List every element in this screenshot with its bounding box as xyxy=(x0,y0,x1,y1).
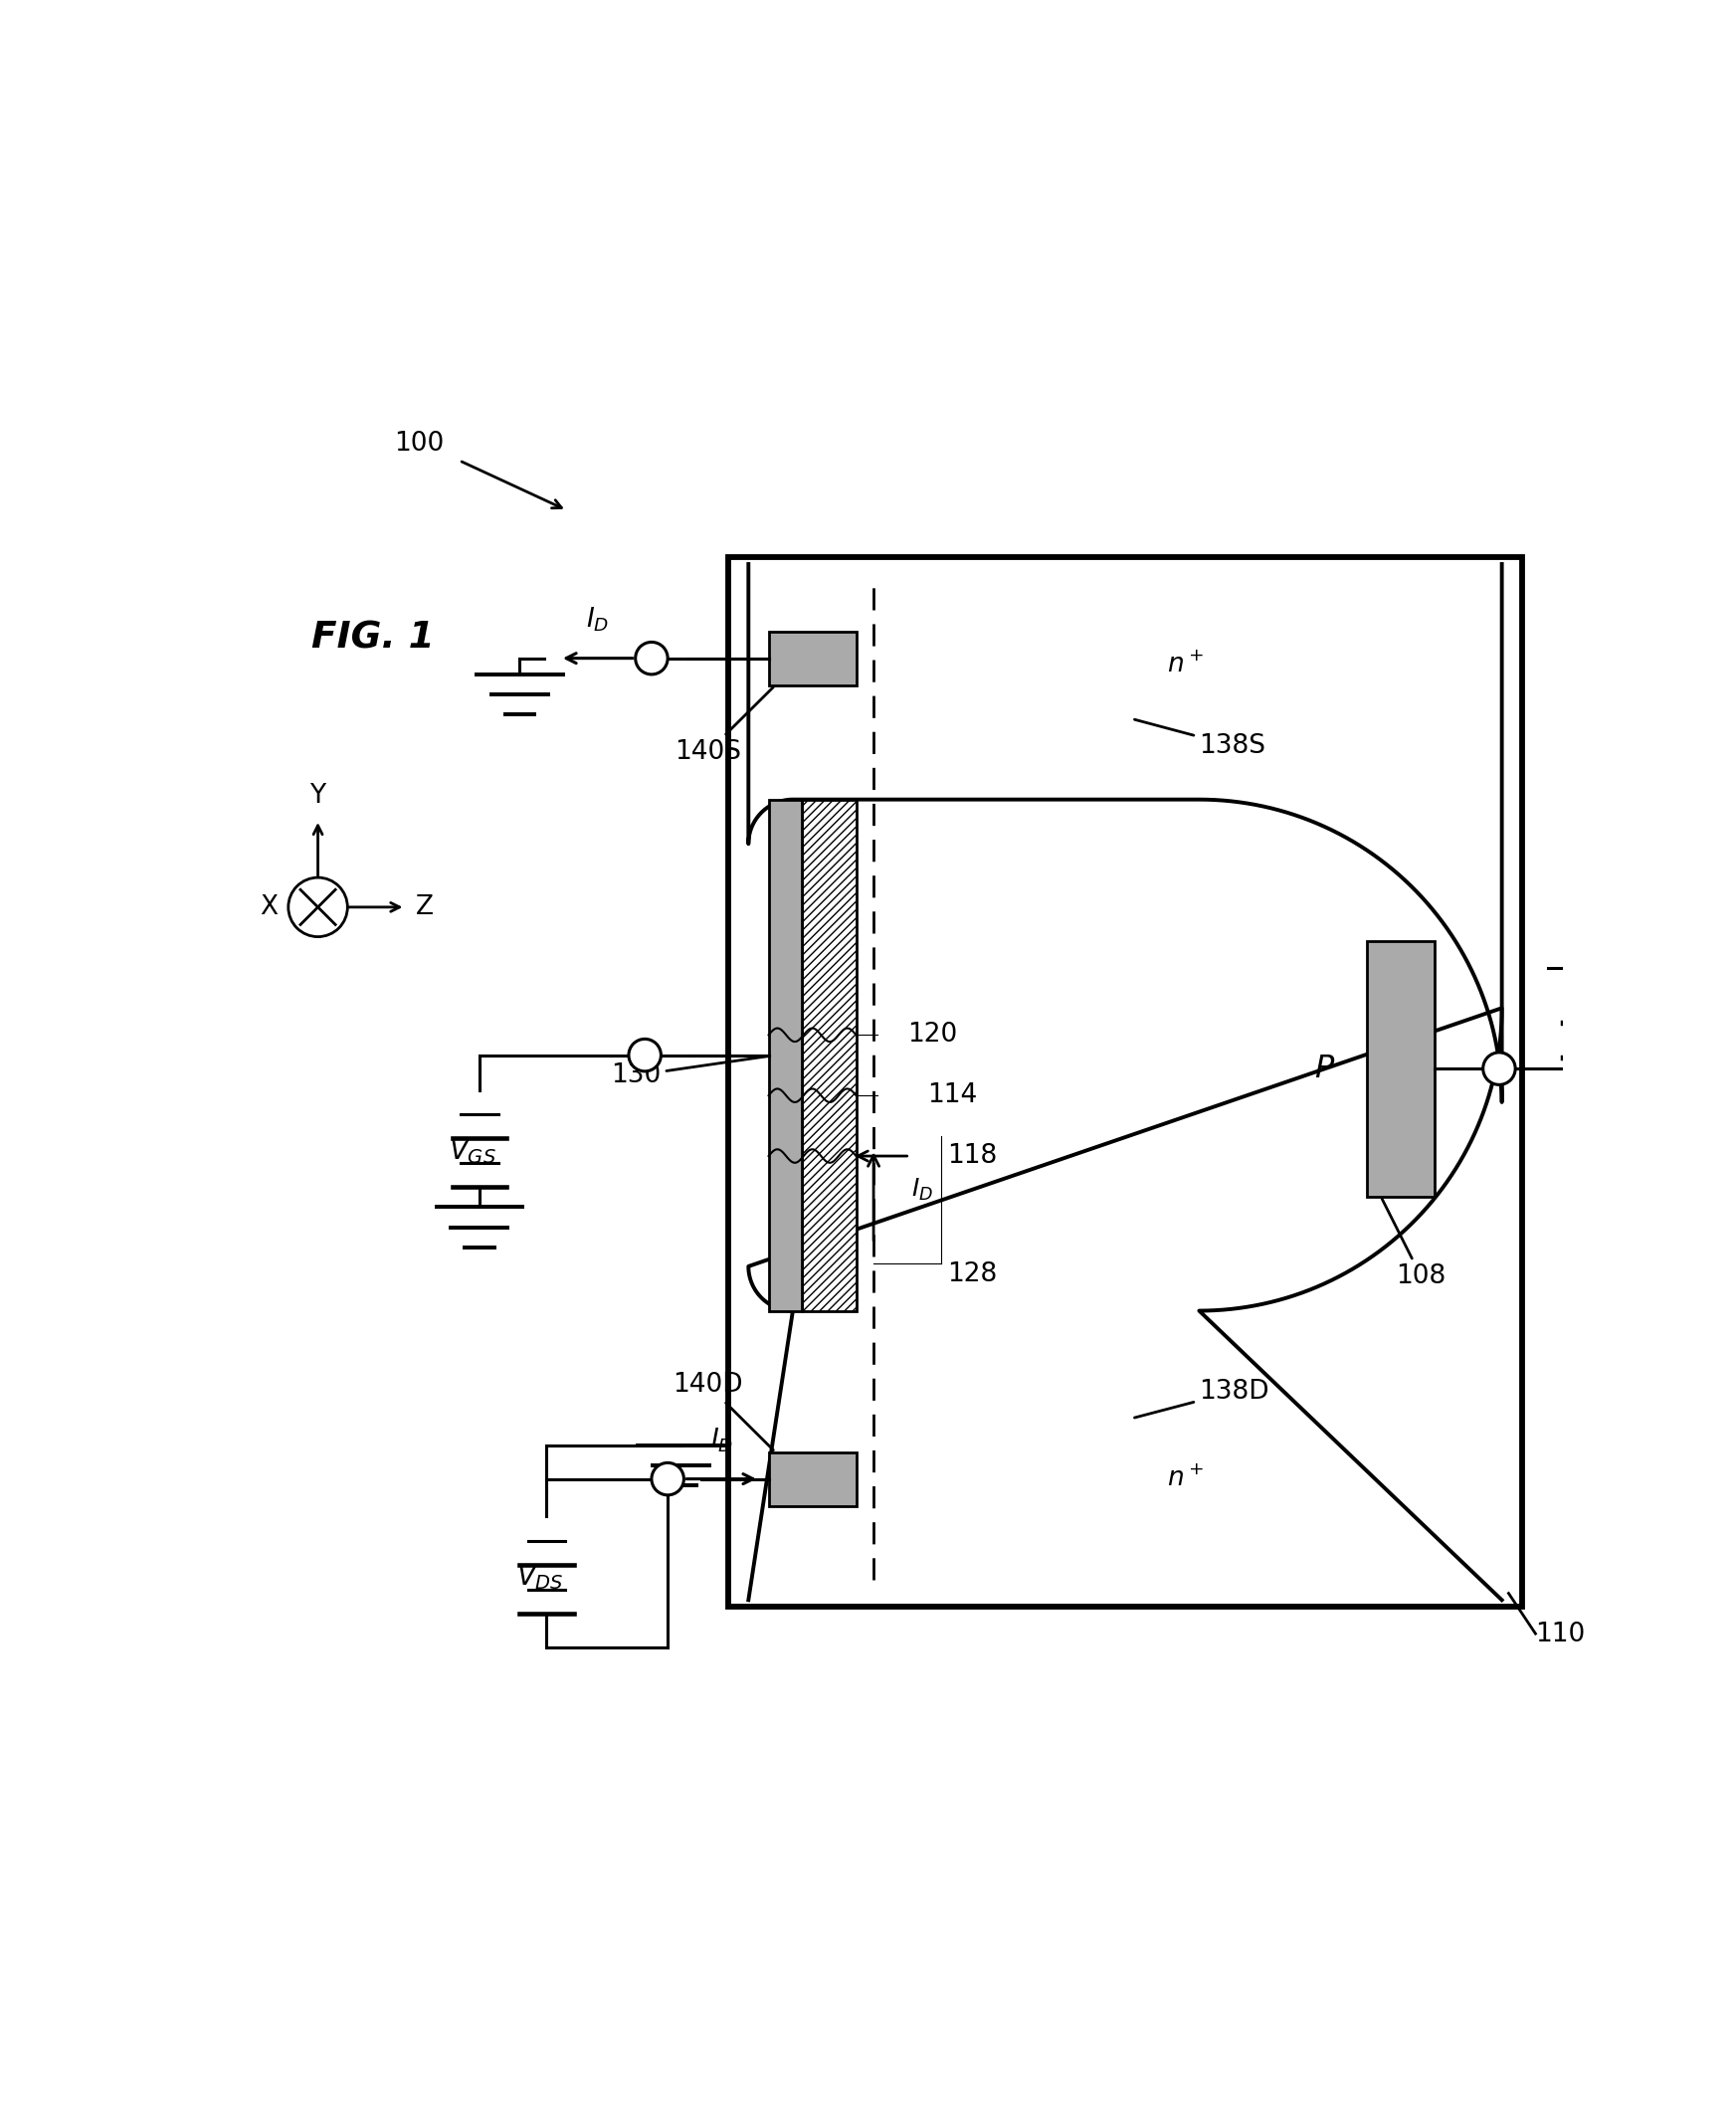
Text: 140S: 140S xyxy=(675,688,773,764)
Text: 128: 128 xyxy=(948,1261,998,1287)
Text: 138S: 138S xyxy=(1135,719,1266,760)
Text: 130: 130 xyxy=(611,1056,773,1088)
Text: $I_D$: $I_D$ xyxy=(587,605,609,635)
Bar xyxy=(729,557,1522,1606)
Circle shape xyxy=(288,878,347,937)
Circle shape xyxy=(628,1039,661,1071)
Text: $V_{GS}$: $V_{GS}$ xyxy=(450,1136,496,1166)
Text: 108: 108 xyxy=(1382,1200,1446,1289)
Text: $I_D$: $I_D$ xyxy=(911,1176,934,1202)
Text: $n^+$: $n^+$ xyxy=(1167,652,1205,677)
Text: $n^+$: $n^+$ xyxy=(1167,1466,1205,1492)
Text: 110: 110 xyxy=(1535,1621,1585,1646)
Text: Z: Z xyxy=(417,895,434,920)
Polygon shape xyxy=(748,565,1502,1102)
Text: 114: 114 xyxy=(927,1083,977,1109)
Polygon shape xyxy=(748,1007,1502,1600)
Text: 140D: 140D xyxy=(674,1373,773,1449)
Text: 138D: 138D xyxy=(1135,1378,1269,1418)
Bar xyxy=(1368,942,1434,1196)
Bar xyxy=(769,800,802,1310)
Bar xyxy=(802,800,856,1310)
Text: $V_{DS}$: $V_{DS}$ xyxy=(516,1562,564,1591)
Text: 118: 118 xyxy=(948,1143,998,1168)
Text: P: P xyxy=(1314,1054,1333,1083)
Bar xyxy=(769,1452,856,1507)
Text: 120: 120 xyxy=(908,1022,957,1047)
Circle shape xyxy=(635,641,668,675)
Circle shape xyxy=(651,1462,684,1496)
Text: Y: Y xyxy=(311,783,326,808)
Text: $I_D$: $I_D$ xyxy=(710,1426,733,1454)
Circle shape xyxy=(1483,1052,1516,1086)
Bar xyxy=(769,631,856,686)
Text: X: X xyxy=(259,895,278,920)
Text: 100: 100 xyxy=(394,430,444,457)
Text: FIG. 1: FIG. 1 xyxy=(311,620,434,656)
